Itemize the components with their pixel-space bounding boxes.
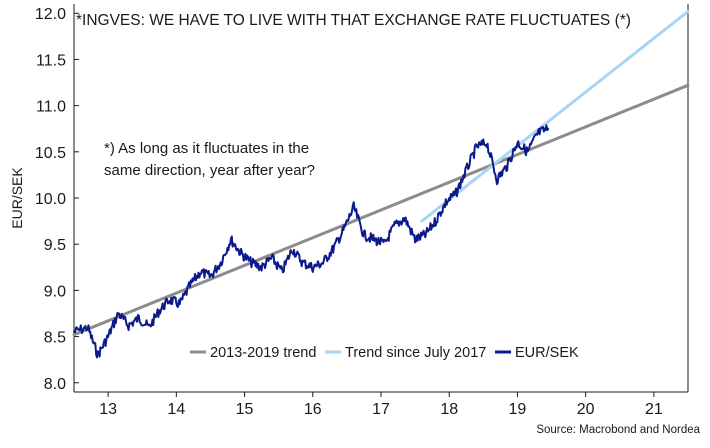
x-tick-label: 15 — [236, 401, 254, 418]
x-tick-label: 17 — [372, 401, 390, 418]
x-tick-label: 18 — [440, 401, 458, 418]
x-tick-label: 16 — [304, 401, 322, 418]
x-tick-label: 13 — [99, 401, 117, 418]
x-tick-label: 14 — [167, 401, 185, 418]
chart-title: *INGVES: WE HAVE TO LIVE WITH THAT EXCHA… — [76, 12, 631, 29]
y-tick-label: 11.5 — [36, 52, 66, 69]
y-axis-label: EUR/SEK — [9, 167, 25, 229]
source-note: Source: Macrobond and Nordea — [536, 424, 700, 436]
legend: 2013-2019 trend Trend since July 2017 EU… — [190, 345, 579, 361]
y-tick-label: 12.0 — [35, 6, 66, 23]
x-axis: 13 14 15 16 17 18 19 20 21 — [74, 391, 688, 418]
chart-annotation-line-2: same direction, year after year? — [104, 162, 315, 179]
plot-area — [72, 9, 690, 359]
y-tick-label: 10.5 — [35, 145, 66, 162]
legend-label-2013-2019-trend: 2013-2019 trend — [210, 345, 316, 361]
series-line-eur-sek — [73, 124, 550, 359]
x-tick-label: 20 — [577, 401, 595, 418]
y-tick-label: 8.5 — [44, 330, 66, 347]
x-tick-label: 19 — [509, 401, 527, 418]
chart-annotation-line-1: *) As long as it fluctuates in the — [104, 140, 309, 157]
y-tick-label: 10.0 — [35, 191, 66, 208]
x-tick-label: 21 — [645, 401, 663, 418]
y-axis: 12.0 11.5 11.0 10.5 10.0 9.5 9.0 8.5 8.0 — [35, 4, 689, 393]
legend-label-trend-since-july-2017: Trend since July 2017 — [345, 345, 486, 361]
y-tick-label: 9.5 — [44, 237, 66, 254]
legend-label-eur-sek: EUR/SEK — [515, 345, 579, 361]
series-line-2013-2019-trend — [72, 83, 690, 337]
series-line-trend-since-july-2017 — [420, 9, 690, 223]
y-tick-label: 11.0 — [36, 99, 66, 116]
y-tick-label: 9.0 — [44, 283, 66, 300]
y-tick-label: 8.0 — [44, 376, 66, 393]
